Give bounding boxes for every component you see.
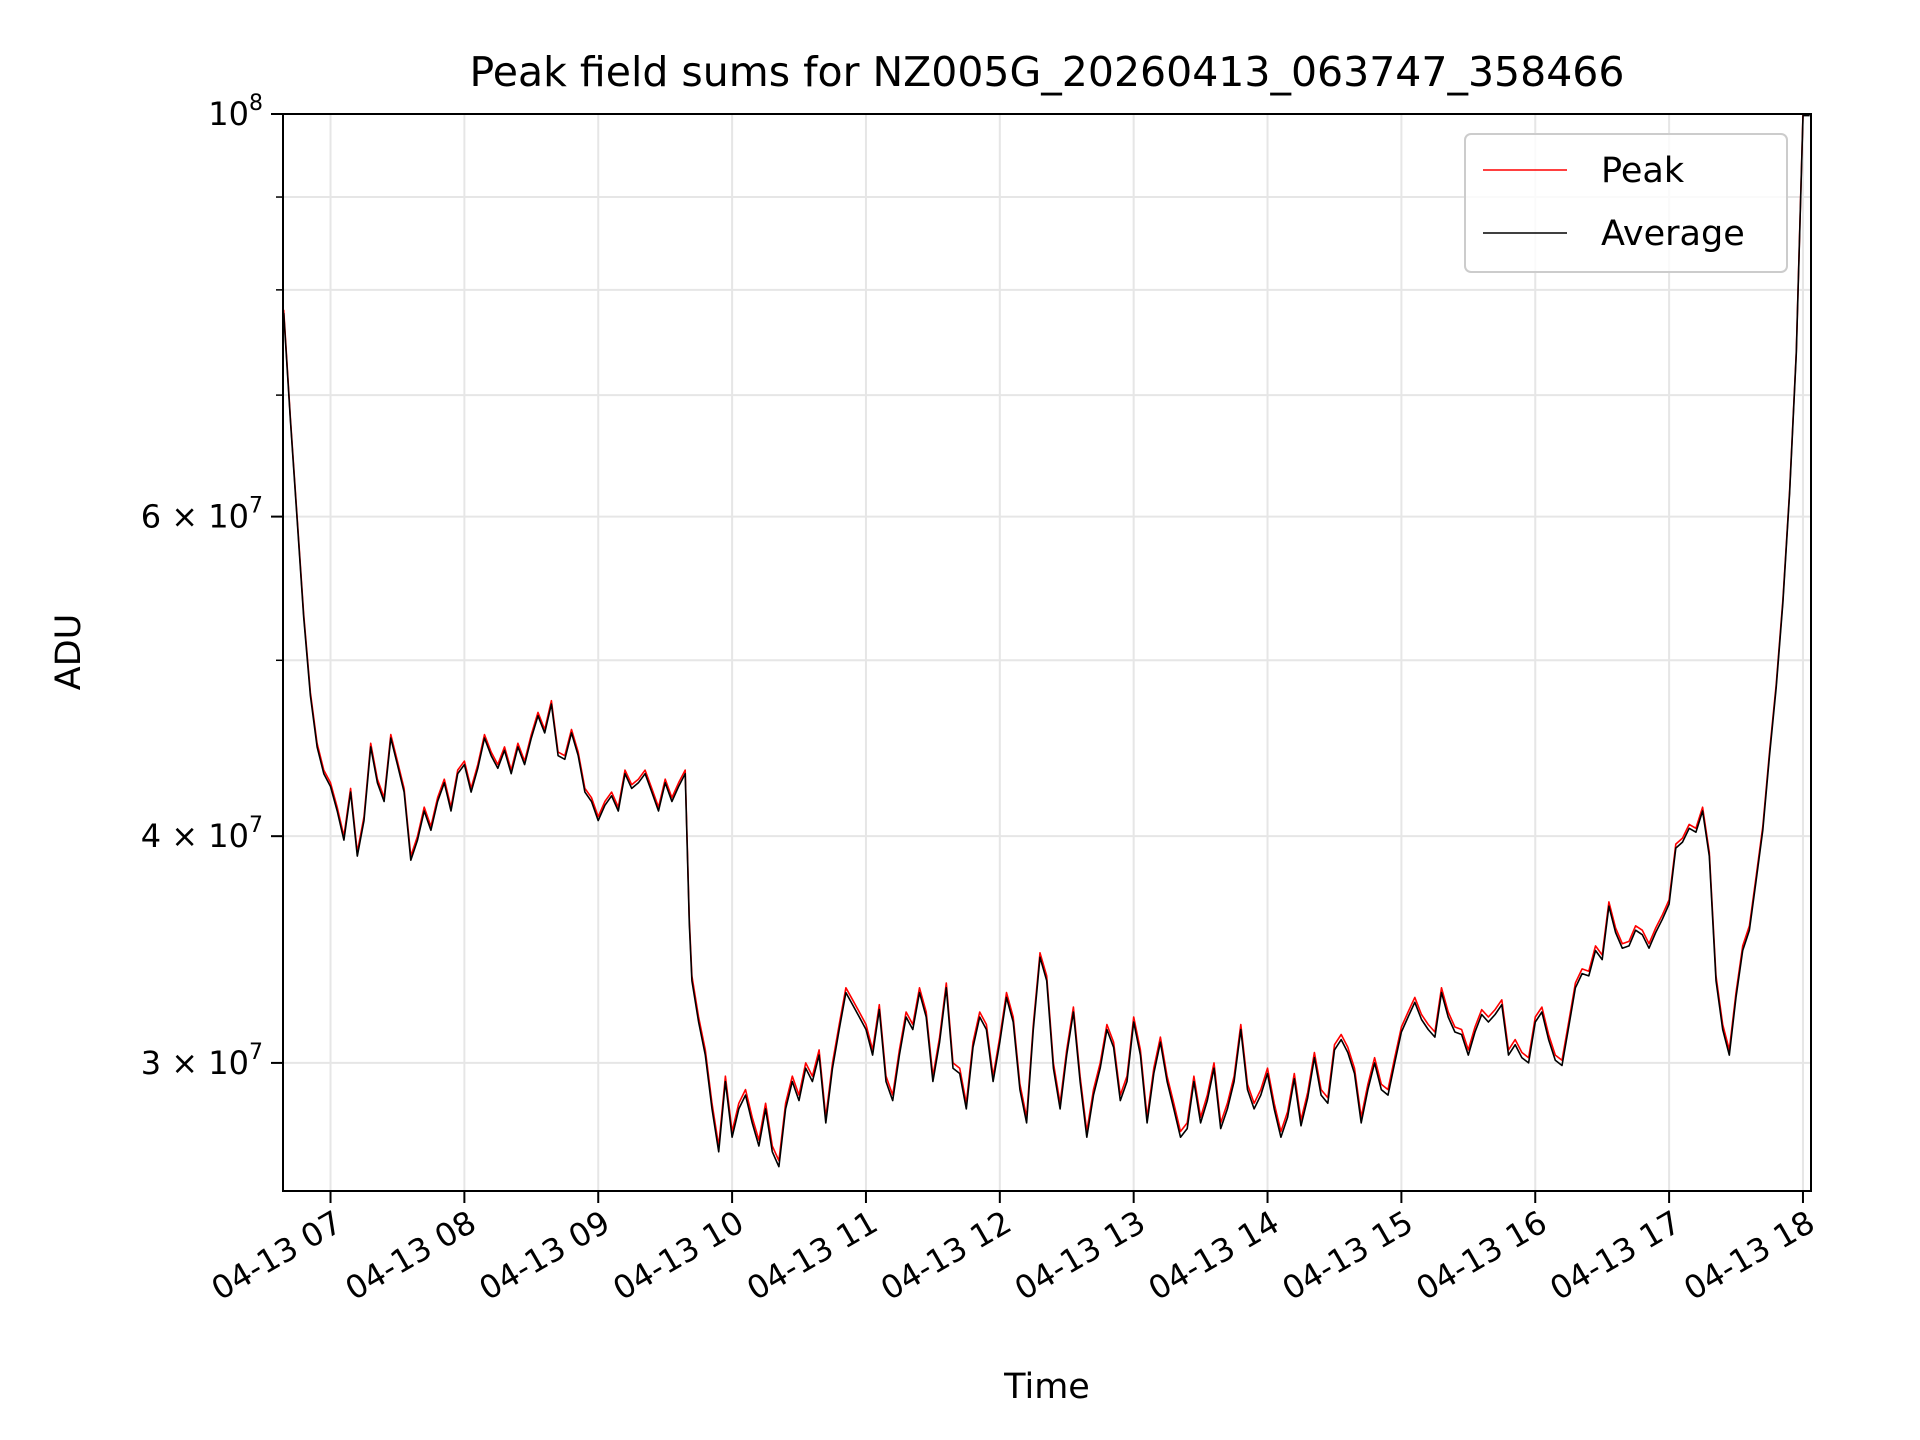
legend-label-average: Average [1601, 214, 1745, 254]
series-layer [283, 114, 1810, 1168]
series-line-average [283, 114, 1810, 1168]
y-tick-label: 108 [208, 91, 263, 133]
plot-frame [282, 113, 1812, 1192]
y-tick-label: 6 × 107 [141, 494, 263, 536]
y-axis: 3 × 107 4 × 107 6 × 107 108 [141, 91, 283, 1082]
x-axis-label: Time [1003, 1367, 1090, 1407]
legend-box [1464, 133, 1788, 273]
chart-title: Peak field sums for NZ005G_20260413_0637… [470, 48, 1625, 96]
legend-label-peak: Peak [1601, 151, 1685, 191]
series-line-peak [283, 114, 1810, 1162]
y-axis-label: ADU [49, 614, 89, 691]
y-tick-label: 3 × 107 [141, 1040, 263, 1082]
y-tick-label: 4 × 107 [141, 813, 263, 855]
legend[interactable]: Peak Average [1464, 133, 1788, 273]
